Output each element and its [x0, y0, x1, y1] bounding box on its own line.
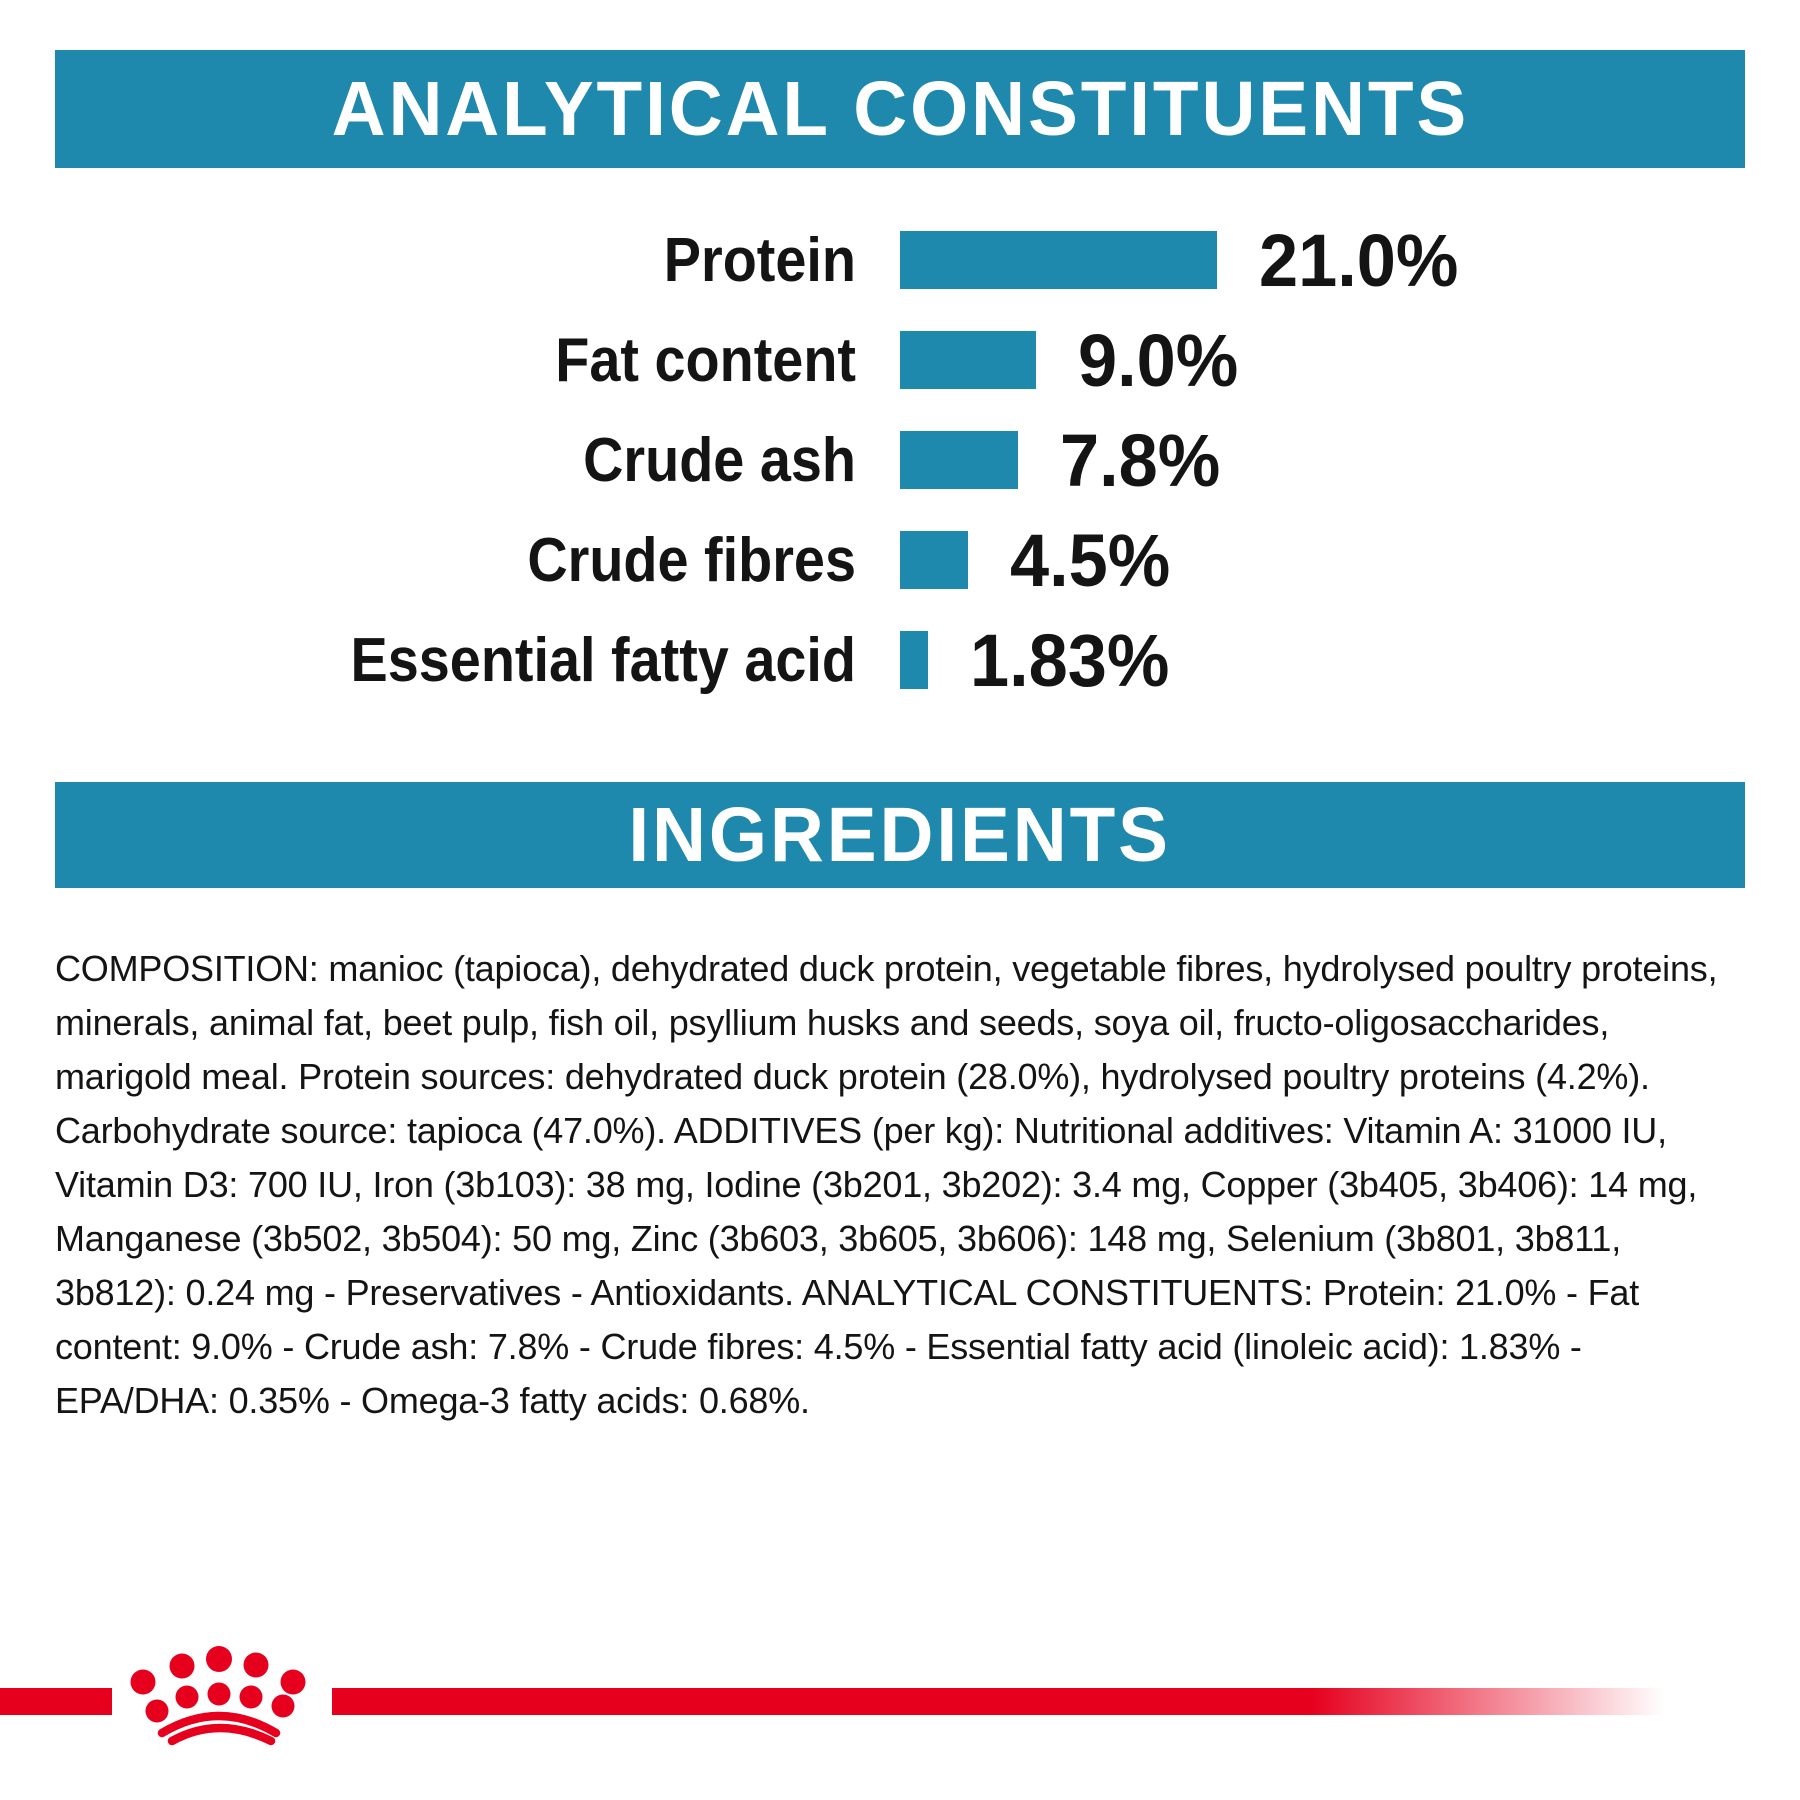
brand-stripe-right [332, 1688, 1692, 1715]
constituent-bar [900, 531, 968, 589]
constituent-bar [900, 431, 1018, 489]
constituent-label: Crude fibres [527, 525, 856, 595]
brand-stripe-left [0, 1688, 112, 1715]
constituent-label: Crude ash [583, 425, 856, 495]
analytical-constituents-title: ANALYTICAL CONSTITUENTS [331, 65, 1469, 152]
ingredients-title: INGREDIENTS [628, 791, 1172, 878]
constituent-label: Fat content [555, 325, 856, 395]
crown-base-arcs [157, 1711, 281, 1746]
royal-canin-crown-icon [130, 1646, 306, 1746]
ingredients-header: INGREDIENTS [55, 782, 1745, 888]
chart-row: Essential fatty acid 1.83% [0, 610, 1800, 710]
chart-row: Crude ash 7.8% [0, 410, 1800, 510]
composition-text: COMPOSITION: manioc (tapioca), dehydrate… [55, 948, 1718, 1421]
chart-row: Protein 21.0% [0, 210, 1800, 310]
constituent-value: 9.0% [1077, 318, 1239, 402]
constituent-value: 1.83% [969, 618, 1169, 702]
constituent-bar [900, 331, 1036, 389]
constituent-value: 4.5% [1009, 518, 1171, 602]
crown-outer-dots [130, 1646, 306, 1695]
constituents-bar-chart: Protein 21.0% Fat content 9.0% Crude ash 7.8%… [0, 210, 1800, 710]
constituent-label: Protein [663, 225, 856, 295]
analytical-constituents-header: ANALYTICAL CONSTITUENTS [55, 50, 1745, 168]
constituent-bar [900, 231, 1218, 289]
chart-row: Fat content 9.0% [0, 310, 1800, 410]
chart-row: Crude fibres 4.5% [0, 510, 1800, 610]
constituent-bar [900, 631, 928, 689]
constituent-value: 21.0% [1259, 218, 1459, 302]
constituent-value: 7.8% [1059, 418, 1221, 502]
constituent-label: Essential fatty acid [350, 625, 856, 695]
crown-inner-dots [145, 1682, 295, 1723]
